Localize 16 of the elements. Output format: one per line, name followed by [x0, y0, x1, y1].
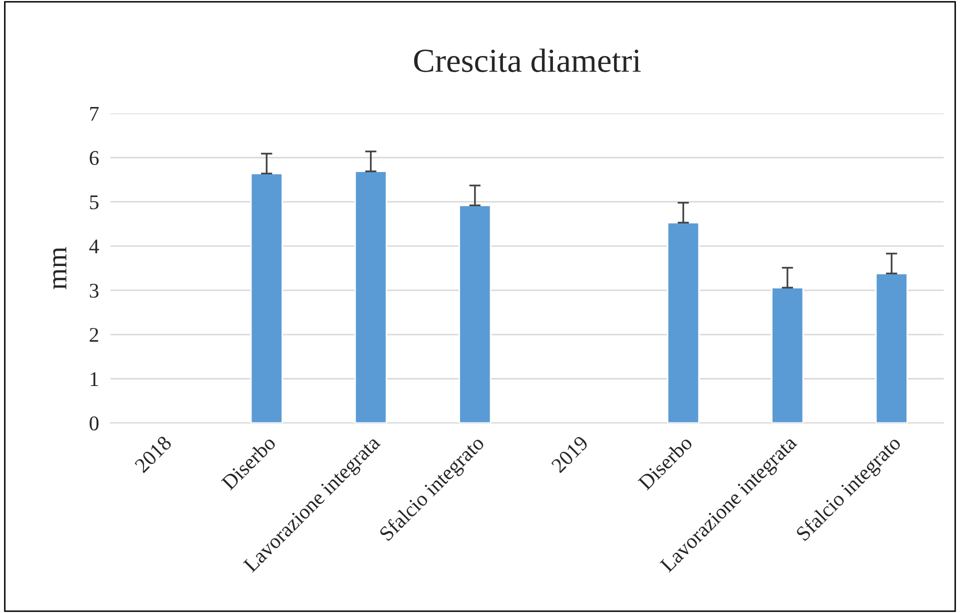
y-tick-label: 6 — [90, 151, 99, 166]
bar — [354, 170, 388, 423]
y-tick-label: 2 — [90, 328, 98, 342]
y-tick-label: 5 — [90, 195, 98, 210]
bar — [666, 222, 700, 423]
y-tick-label: 7 — [90, 106, 99, 121]
y-axis-title: mm — [53, 247, 66, 290]
y-tick-label: 0 — [90, 416, 98, 430]
y-tick-label: 1 — [90, 372, 98, 386]
chart-title: Crescita diametri — [414, 48, 641, 72]
bar — [771, 286, 804, 423]
bar — [458, 204, 492, 423]
bar — [250, 172, 283, 423]
y-tick-label: 4 — [89, 240, 99, 254]
bar — [875, 272, 908, 423]
y-tick-label: 3 — [90, 284, 98, 298]
